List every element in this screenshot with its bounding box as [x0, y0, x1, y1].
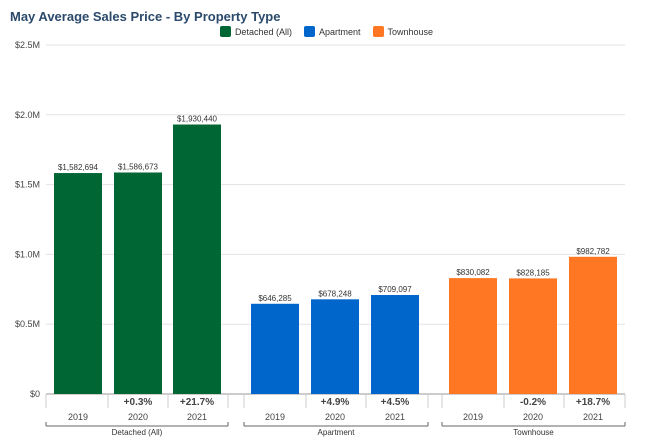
x-tick-label: 2021	[385, 412, 405, 422]
change-label: +0.3%	[124, 397, 153, 408]
bar	[371, 295, 419, 394]
data-label: $678,248	[318, 289, 352, 298]
y-tick-label: $0.5M	[15, 319, 40, 329]
x-tick-label: 2019	[68, 412, 88, 422]
data-label: $1,930,440	[177, 115, 218, 124]
data-label: $1,586,673	[118, 163, 159, 172]
y-tick-label: $1.5M	[15, 180, 40, 190]
legend-label-townhouse: Townhouse	[387, 26, 434, 37]
legend-item-detached[interactable]: Detached (All)	[219, 26, 292, 37]
data-label: $828,185	[516, 268, 550, 277]
change-label: +18.7%	[576, 397, 610, 408]
y-tick-label: $2.5M	[15, 40, 40, 50]
y-tick-label: $2.0M	[15, 110, 40, 120]
group-label: Detached (All)	[112, 428, 163, 437]
x-tick-label: 2020	[325, 412, 345, 422]
group-label: Townhouse	[513, 428, 554, 437]
bar	[569, 256, 617, 394]
bar	[251, 303, 299, 394]
legend-label-apartment: Apartment	[318, 26, 361, 37]
bar	[54, 173, 102, 394]
y-tick-label: $1.0M	[15, 249, 40, 259]
legend: Detached (All) Apartment Townhouse	[0, 26, 653, 37]
x-tick-label: 2019	[265, 412, 285, 422]
data-label: $646,285	[258, 294, 292, 303]
data-label: $709,097	[378, 285, 412, 294]
group-label: Apartment	[318, 428, 356, 437]
x-tick-label: 2019	[463, 412, 483, 422]
data-label: $1,582,694	[58, 163, 99, 172]
legend-label-detached: Detached (All)	[234, 26, 292, 37]
legend-item-townhouse[interactable]: Townhouse	[372, 26, 434, 37]
bar	[311, 299, 359, 394]
change-label: +21.7%	[180, 397, 214, 408]
change-label: +4.9%	[321, 397, 350, 408]
bar	[449, 278, 497, 394]
data-label: $830,082	[456, 268, 490, 277]
data-label: $982,782	[576, 247, 610, 256]
legend-swatch-townhouse	[372, 26, 384, 37]
y-tick-label: $0	[30, 389, 40, 399]
x-tick-label: 2020	[523, 412, 543, 422]
chart-title: May Average Sales Price - By Property Ty…	[10, 9, 281, 24]
bar	[173, 124, 221, 395]
x-tick-label: 2021	[187, 412, 207, 422]
change-label: +4.5%	[381, 397, 410, 408]
bar	[509, 278, 557, 394]
legend-swatch-apartment	[303, 26, 315, 37]
bar	[114, 172, 162, 394]
change-label: -0.2%	[520, 397, 546, 408]
legend-swatch-detached	[219, 26, 231, 37]
x-tick-label: 2021	[583, 412, 603, 422]
x-tick-label: 2020	[128, 412, 148, 422]
legend-item-apartment[interactable]: Apartment	[303, 26, 361, 37]
